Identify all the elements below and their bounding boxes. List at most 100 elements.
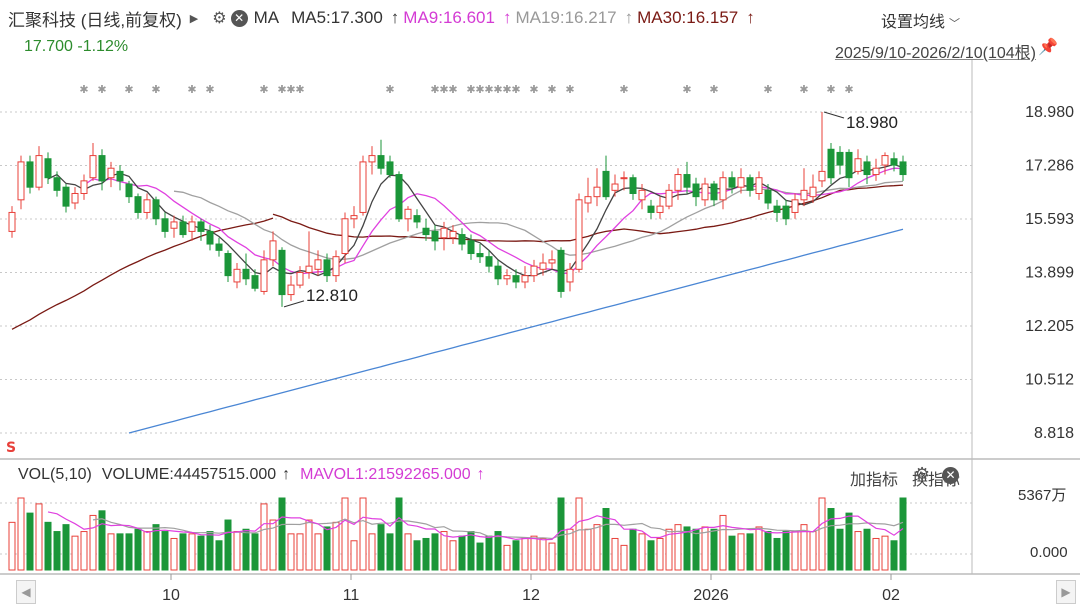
candle-body — [251, 275, 259, 289]
candle-body — [440, 227, 448, 239]
event-marker: ✱ — [547, 83, 556, 96]
candle-body — [143, 199, 151, 213]
candle-body — [53, 177, 61, 191]
candle-body — [755, 177, 763, 194]
ma9-arrow: ↑ — [502, 8, 512, 27]
ma30-arrow: ↑ — [746, 8, 755, 27]
volume-bar — [71, 535, 79, 571]
y-tick-label: 17.286 — [1025, 158, 1074, 175]
volume-bar — [539, 537, 547, 571]
volume-close-icon[interactable]: ✕ — [942, 467, 959, 484]
volume-bar — [62, 524, 70, 571]
event-marker: ✱ — [124, 83, 133, 96]
candle-body — [737, 177, 745, 188]
candle-body — [107, 167, 115, 179]
candle-body — [863, 161, 871, 176]
stock-title[interactable]: 汇聚科技 (日线,前复权) — [8, 10, 182, 30]
volume-bar — [143, 531, 151, 571]
candle-body — [503, 275, 511, 280]
candle-body — [512, 275, 520, 283]
event-marker: ✱ — [511, 83, 520, 96]
candle-body — [710, 183, 718, 201]
volume-bar — [44, 521, 52, 571]
ma19-value: MA19:16.217 — [515, 8, 617, 27]
close-icon[interactable]: ✕ — [230, 9, 248, 27]
volume-bar — [881, 535, 889, 571]
candle-body — [71, 192, 79, 204]
candle-body — [449, 230, 457, 239]
candle-body — [566, 268, 574, 283]
candle-body — [476, 253, 484, 258]
event-marker: ✱ — [430, 83, 439, 96]
scroll-left-button[interactable]: ◀ — [16, 580, 36, 604]
candle-body — [377, 155, 385, 169]
candle-body — [494, 265, 502, 280]
event-marker: ✱ — [619, 83, 628, 96]
volume-bar — [809, 531, 817, 571]
volume-bar — [458, 535, 466, 571]
volume-bar — [719, 514, 727, 571]
volume-bar — [683, 526, 691, 571]
volume-bar — [764, 531, 772, 571]
candle-body — [323, 259, 331, 277]
volume-bar — [791, 531, 799, 571]
volume-bar — [827, 508, 835, 571]
ma5-value: MA5:17.300 — [291, 8, 383, 27]
scroll-right-button[interactable]: ▶ — [1056, 580, 1076, 604]
date-range[interactable]: 2025/9/10-2026/2/10(104根) — [834, 45, 1036, 62]
volume-bar — [287, 533, 295, 571]
pin-icon[interactable]: 📌 — [1038, 39, 1058, 56]
candle-body — [269, 240, 277, 261]
volume-bar — [278, 497, 286, 571]
ma9-line — [83, 167, 904, 275]
volume-bar — [674, 524, 682, 571]
volume-bar — [710, 528, 718, 571]
candle-body — [170, 221, 178, 229]
candle-body — [152, 199, 160, 220]
volume-bar — [332, 521, 340, 571]
candle-body — [674, 174, 682, 191]
volume-bar — [251, 533, 259, 571]
event-marker: ✱ — [277, 83, 286, 96]
volume-bar — [359, 497, 367, 571]
event-marker: ✱ — [295, 83, 304, 96]
candle-body — [836, 151, 844, 166]
volume-value: VOLUME:44457515.000 — [101, 466, 277, 483]
candle-body — [296, 271, 304, 286]
event-marker: ✱ — [448, 83, 457, 96]
add-indicator-button[interactable]: 加指标 — [849, 472, 898, 489]
volume-bar — [296, 533, 304, 571]
volume-bar — [260, 503, 268, 571]
candle-body — [827, 148, 835, 179]
candle-body — [584, 196, 592, 204]
volume-bar — [800, 524, 808, 571]
volume-bar — [422, 537, 430, 571]
volume-arrow: ↑ — [282, 466, 291, 483]
ma-settings-dropdown[interactable]: 设置均线 ﹀ — [881, 8, 960, 32]
candle-body — [368, 155, 376, 163]
play-triangle-icon[interactable]: ▶ — [189, 12, 199, 25]
candle-body — [881, 155, 889, 166]
candle-body — [215, 243, 223, 251]
volume-bar — [8, 521, 16, 571]
event-marker: ✱ — [844, 83, 853, 96]
candle-body — [548, 259, 556, 264]
candle-body — [431, 230, 439, 242]
event-marker: ✱ — [187, 83, 196, 96]
event-marker: ✱ — [466, 83, 475, 96]
volume-bar — [521, 537, 529, 571]
y-tick-label: 15.593 — [1025, 211, 1074, 228]
volume-bar — [467, 531, 475, 571]
candle-body — [80, 180, 88, 194]
volume-bar — [197, 535, 205, 571]
volume-bar — [170, 537, 178, 571]
candle-body — [386, 161, 394, 176]
ma250-line — [128, 228, 904, 434]
volume-y-bottom: 0.000 — [1030, 544, 1068, 561]
volume-gear-icon[interactable]: ⚙ — [914, 464, 931, 484]
candle-body — [620, 177, 628, 180]
volume-bar — [305, 519, 313, 571]
gear-icon[interactable]: ⚙ — [212, 10, 227, 27]
